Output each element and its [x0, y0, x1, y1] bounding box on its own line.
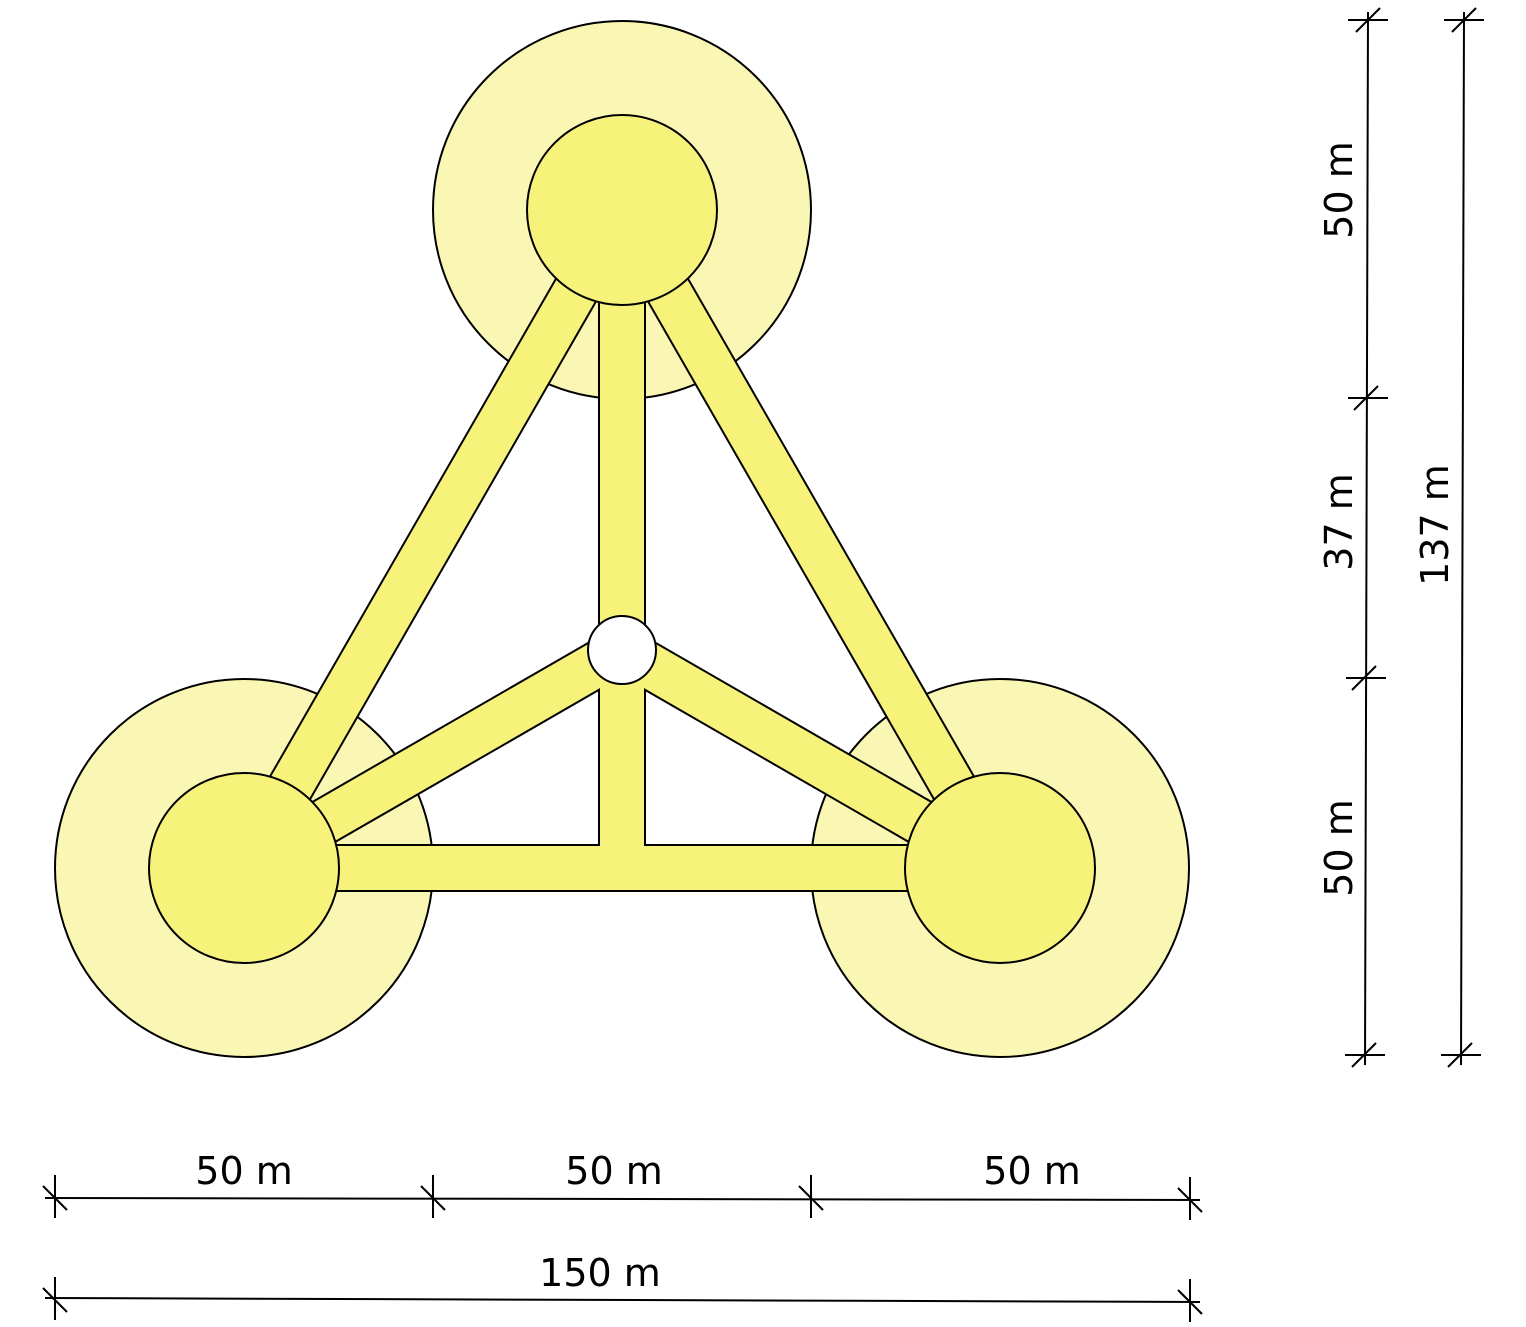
dimension-label: 50 m — [565, 1149, 662, 1193]
dimension-label: 50 m — [1317, 799, 1361, 896]
vertical-dimension — [1345, 7, 1484, 1068]
dimension-label: 50 m — [1317, 141, 1361, 238]
dimension-label: 50 m — [195, 1149, 292, 1193]
dimension-label: 137 m — [1413, 464, 1457, 586]
dimension-label: 37 m — [1317, 473, 1361, 570]
beam — [602, 199, 1020, 879]
center-node — [587, 615, 657, 685]
inner-circle — [904, 772, 1096, 964]
inner-circle — [148, 772, 340, 964]
inner-circle — [526, 114, 718, 306]
dimension-label: 150 m — [539, 1251, 661, 1295]
beam — [224, 199, 642, 879]
inner-circles — [148, 114, 1096, 964]
dimension-label: 50 m — [983, 1149, 1080, 1193]
horizontal-dimension — [42, 1175, 1203, 1322]
